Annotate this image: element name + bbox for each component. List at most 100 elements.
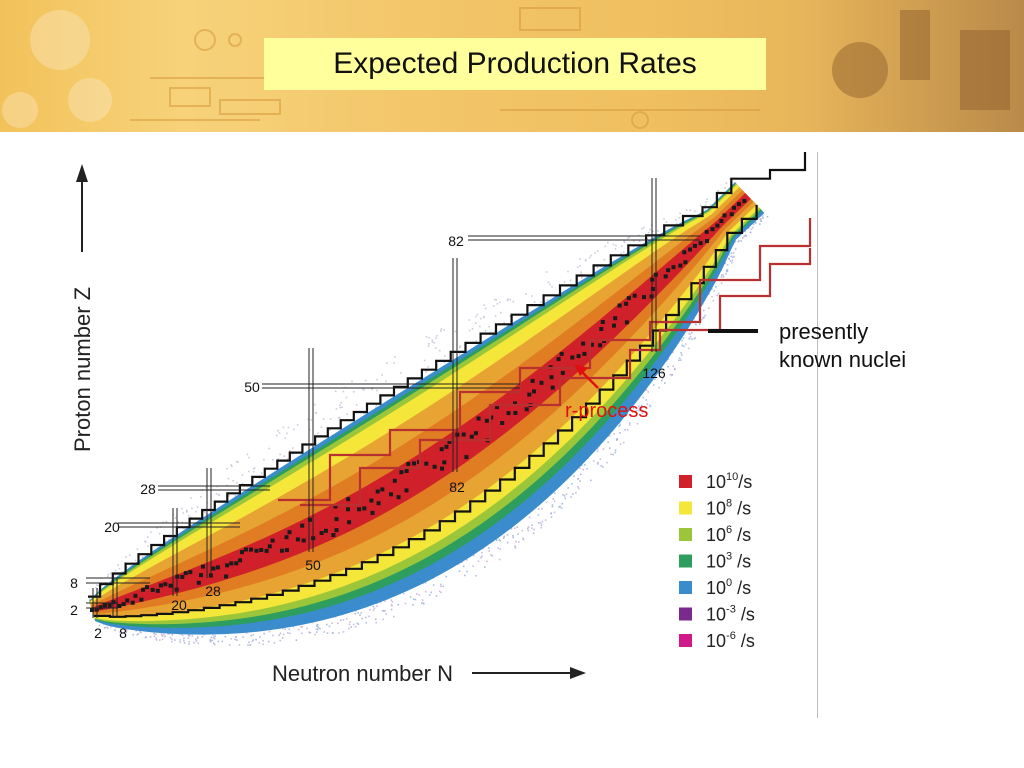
rate-dot	[182, 512, 185, 514]
rate-dot	[702, 317, 704, 319]
rate-dot	[214, 635, 216, 637]
rate-dot	[479, 325, 481, 328]
rate-dot	[646, 238, 649, 240]
rate-legend: 1010/s 108 /s 106 /s 103 /s 100 /s 10-3 /s 10-…	[679, 471, 755, 651]
rate-dot	[661, 379, 663, 382]
rate-dot	[278, 432, 281, 434]
stable-nucleus	[599, 327, 604, 331]
rate-dot	[638, 240, 641, 242]
rate-dot	[149, 636, 152, 638]
known-nuclei-legend-line	[708, 329, 758, 333]
rate-dot	[546, 299, 549, 301]
rate-dot	[516, 526, 518, 528]
legend-swatch	[679, 554, 692, 568]
known-nuclei-boundary-upper	[88, 152, 807, 598]
rate-dot	[681, 354, 683, 356]
rate-dot	[267, 640, 270, 643]
rate-dot	[337, 622, 339, 625]
rate-dot	[390, 608, 393, 611]
rate-dot	[685, 209, 688, 211]
rate-dot	[345, 617, 348, 620]
stable-nucleus	[560, 370, 565, 375]
legend-swatch	[679, 501, 692, 515]
rate-dot	[282, 633, 285, 636]
rate-dot	[721, 274, 723, 277]
rate-dot	[357, 612, 359, 614]
rate-dot	[510, 527, 513, 530]
rate-dot	[689, 333, 691, 336]
rate-dot	[499, 540, 502, 542]
rate-dot	[458, 353, 461, 355]
rate-dot	[563, 495, 566, 497]
rate-dot	[174, 639, 176, 641]
rate-dot	[297, 628, 300, 631]
stable-nucleus	[447, 439, 452, 444]
rate-dot	[354, 626, 357, 628]
rate-dot	[512, 536, 515, 539]
stable-nucleus	[715, 223, 720, 228]
rate-dot	[626, 413, 629, 415]
rate-dot	[237, 461, 239, 463]
rate-dot	[596, 266, 599, 269]
rate-dot	[340, 402, 342, 404]
rate-dot	[550, 512, 552, 514]
rate-dot	[354, 612, 357, 615]
rate-dot	[760, 217, 762, 220]
rate-dot	[466, 559, 468, 561]
rate-dot	[250, 634, 253, 637]
rate-dot	[315, 631, 318, 633]
rate-dot	[483, 315, 485, 318]
rate-dot	[268, 447, 270, 450]
stable-nucleus	[180, 575, 185, 579]
banner-decoration	[2, 7, 1010, 129]
rate-dot	[645, 399, 648, 401]
rate-dot	[242, 636, 244, 638]
rate-dot	[581, 277, 583, 279]
rate-dot	[657, 230, 659, 232]
legend-label: 106 /s	[706, 524, 751, 545]
magic-n-label: 20	[171, 597, 187, 613]
rate-dot	[428, 343, 430, 345]
rate-dot	[341, 406, 343, 408]
stable-nucleus	[624, 301, 629, 306]
rate-dot	[679, 212, 681, 215]
rate-dot	[640, 407, 642, 410]
rate-dot	[235, 460, 238, 463]
stable-nucleus	[440, 466, 444, 471]
rate-dot	[717, 292, 720, 295]
stable-nucleus	[284, 548, 289, 553]
rate-dot	[589, 256, 591, 259]
rate-dot	[494, 315, 497, 317]
rate-dot	[729, 260, 732, 262]
rate-dot	[517, 533, 519, 535]
rate-dot	[246, 453, 249, 456]
stable-nucleus	[308, 517, 312, 522]
stable-nucleus	[102, 603, 107, 608]
rate-dot	[481, 552, 483, 554]
rate-dot	[632, 407, 635, 410]
rate-dot	[382, 618, 385, 621]
rate-dot	[224, 636, 227, 638]
rate-dot	[376, 605, 378, 607]
rate-dot	[475, 575, 477, 577]
rate-dot	[232, 479, 234, 482]
stable-nucleus	[259, 548, 264, 552]
legend-label: 108 /s	[706, 498, 751, 519]
rate-dot	[507, 298, 509, 300]
rate-dot	[497, 547, 499, 549]
stable-nucleus	[539, 380, 544, 385]
rate-dot	[438, 590, 441, 593]
rate-dot	[230, 464, 232, 466]
rate-dot	[674, 368, 676, 371]
rate-dot	[431, 339, 433, 341]
rate-dot	[421, 599, 424, 601]
rate-dot	[740, 240, 742, 242]
rate-dot	[215, 493, 218, 495]
rate-dot	[214, 643, 216, 646]
rate-dot	[214, 637, 216, 640]
rate-dot	[424, 581, 427, 584]
rate-dot	[559, 505, 561, 508]
rate-dot	[221, 640, 224, 643]
stable-nucleus	[375, 489, 380, 494]
stable-nucleus	[736, 202, 741, 207]
